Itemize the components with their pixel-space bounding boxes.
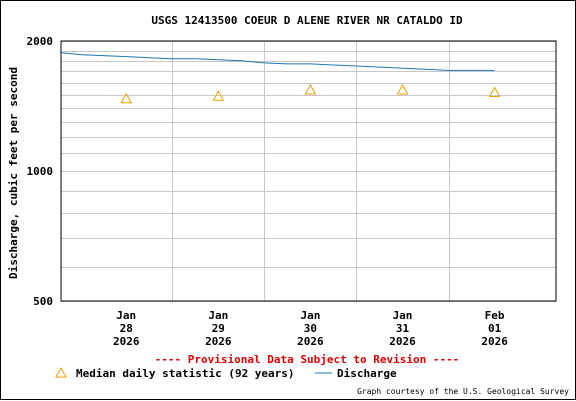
x-tick-label: 2026 <box>205 335 232 348</box>
median-marker <box>120 92 133 104</box>
x-tick-label: 28 <box>120 322 133 335</box>
plot-area <box>60 40 557 302</box>
chart-title: USGS 12413500 COEUR D ALENE RIVER NR CAT… <box>151 14 463 27</box>
x-tick-label: 01 <box>488 322 502 335</box>
provisional-notice: ---- Provisional Data Subject to Revisio… <box>155 353 460 366</box>
y-tick-label: 500 <box>33 295 53 308</box>
legend-median-label: Median daily statistic (92 years) <box>76 367 295 380</box>
x-tick-label: Feb <box>485 309 505 322</box>
x-tick-label: 2026 <box>297 335 324 348</box>
x-tick-label: 30 <box>304 322 317 335</box>
x-tick-label: Jan <box>393 309 413 322</box>
x-tick-label: 2026 <box>389 335 416 348</box>
median-marker <box>488 86 501 97</box>
grid <box>61 41 556 302</box>
x-tick-label: 2026 <box>481 335 508 348</box>
median-marker <box>304 83 317 95</box>
x-tick-label: 31 <box>396 322 410 335</box>
x-tick-label: Jan <box>300 309 320 322</box>
x-tick-label: Jan <box>116 309 136 322</box>
legend-median-symbol <box>55 366 67 378</box>
x-tick-label: 29 <box>212 322 225 335</box>
legend-discharge-label: Discharge <box>337 367 397 380</box>
y-tick-label: 2000 <box>27 35 54 48</box>
x-tick-label: Jan <box>208 309 228 322</box>
y-axis-label: Discharge, cubic feet per second <box>7 67 20 279</box>
y-tick-label: 1000 <box>27 165 54 178</box>
discharge-line <box>60 52 495 71</box>
median-marker <box>212 90 225 101</box>
y-axis-ticks: 500 1000 2000 <box>27 35 54 308</box>
series-layer <box>60 52 501 104</box>
median-marker <box>396 83 409 95</box>
usgs-credit: Graph courtesy of the U.S. Geological Su… <box>357 387 569 396</box>
x-tick-label: 2026 <box>113 335 140 348</box>
x-axis-ticks: Jan282026Jan292026Jan302026Jan312026Feb0… <box>113 309 508 348</box>
legend: Median daily statistic (92 years) Discha… <box>55 366 397 380</box>
